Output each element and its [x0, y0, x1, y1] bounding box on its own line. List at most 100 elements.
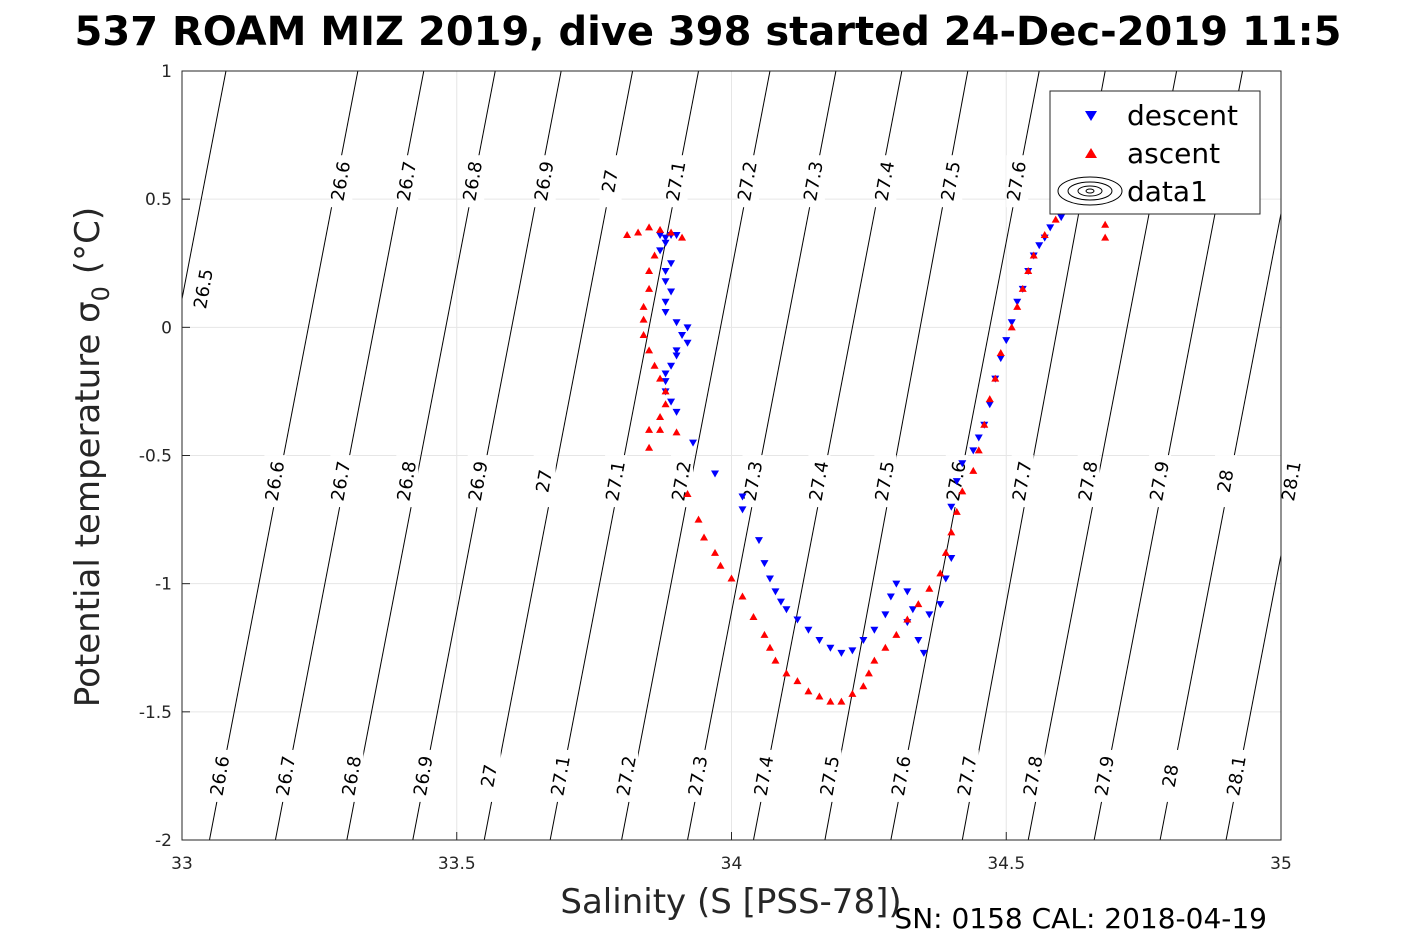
descent-point: [661, 234, 670, 242]
contour-label-bg: [742, 455, 765, 508]
descent-point: [793, 616, 802, 624]
ascent-point: [656, 425, 665, 433]
contour-label-28: 28: [1214, 468, 1239, 494]
ascent-point: [815, 692, 824, 700]
descent-point: [672, 408, 681, 416]
ascent-point: [826, 697, 835, 705]
data-points: [623, 190, 1110, 705]
contour-label-bg: [330, 455, 353, 508]
contour-label-bg: [890, 749, 913, 802]
ascent-point: [969, 466, 978, 474]
descent-point: [974, 434, 983, 442]
contour-label-bg: [341, 749, 364, 802]
descent-point: [815, 637, 824, 645]
ascent-point: [985, 395, 994, 403]
contour-label-bg: [874, 455, 897, 508]
ascent-point: [837, 697, 846, 705]
contour-label-bg: [1011, 455, 1034, 508]
ascent-point: [683, 489, 692, 497]
contour-label-bg: [533, 155, 556, 208]
descent-point: [941, 575, 950, 583]
ascent-point: [645, 443, 654, 451]
ascent-point: [639, 315, 648, 323]
contour-label-bg: [550, 749, 573, 802]
density-contours: 26.526.626.626.626.726.726.726.826.826.8…: [181, 70, 1306, 841]
ascent-point: [947, 528, 956, 536]
descent-point: [661, 370, 670, 378]
descent-point: [661, 308, 670, 316]
contour-label-28: 28: [1159, 763, 1184, 789]
footer-serial-cal: SN: 0158 CAL: 2018-04-19: [894, 902, 1267, 935]
descent-point: [925, 611, 934, 619]
descent-point: [782, 606, 791, 614]
ascent-point: [700, 533, 709, 541]
ascent-point: [941, 548, 950, 556]
contour-label-bg: [396, 455, 419, 508]
contour-label-bg: [605, 455, 628, 508]
contour-label-bg: [687, 749, 710, 802]
descent-point: [760, 560, 769, 568]
descent-point: [1002, 337, 1011, 345]
contour-line-26-5: [181, 70, 227, 299]
descent-point: [969, 447, 978, 455]
contour-label-bg: [1149, 455, 1172, 508]
descent-point: [661, 267, 670, 275]
descent-point: [672, 232, 681, 240]
ascent-point: [639, 331, 648, 339]
ascent-point: [760, 630, 769, 638]
y-tick-label: -1: [155, 575, 172, 595]
contour-label-bg: [874, 155, 897, 208]
contour-label-bg: [412, 749, 435, 802]
ascent-point: [782, 669, 791, 677]
descent-point: [683, 324, 692, 332]
ascent-point: [694, 515, 703, 523]
ascent-point: [870, 656, 879, 664]
y-tick-label: 0.5: [145, 190, 172, 210]
contour-label-bg: [808, 455, 831, 508]
ascent-point: [804, 687, 813, 695]
descent-point: [804, 626, 813, 634]
descent-point: [996, 355, 1005, 363]
contour-label-bg: [753, 749, 776, 802]
ascent-point: [650, 361, 659, 369]
y-axis-label-main: Potential temperature σ: [68, 301, 108, 707]
ascent-point: [645, 284, 654, 292]
descent-point: [1046, 224, 1055, 232]
ascent-point: [1101, 220, 1110, 228]
legend-marker-data1: [1057, 176, 1123, 206]
descent-point: [919, 649, 928, 657]
ascent-point: [892, 630, 901, 638]
contour-label-bg: [819, 749, 842, 802]
ascent-point: [980, 420, 989, 428]
ascent-point: [634, 228, 643, 236]
descent-point: [765, 575, 774, 583]
ascent-point: [958, 487, 967, 495]
ascent-point: [650, 251, 659, 259]
legend-marker-descent: [1085, 111, 1097, 121]
legend: descent ascent data1: [1049, 90, 1261, 215]
descent-point: [886, 593, 895, 601]
descent-point: [1035, 242, 1044, 250]
ascent-point: [903, 615, 912, 623]
descent-point: [672, 347, 681, 355]
descent-point: [656, 247, 665, 255]
ascent-point: [996, 348, 1005, 356]
contour-label-bg: [1160, 749, 1183, 802]
ascent-point: [678, 233, 687, 241]
contour-label-bg: [802, 155, 825, 208]
descent-point: [826, 644, 835, 652]
contour-label-bg: [1280, 455, 1303, 508]
ascent-point: [952, 507, 961, 515]
ascent-point: [738, 592, 747, 600]
contour-line-28: [1159, 213, 1282, 841]
ascent-point: [661, 400, 670, 408]
contour-label-bg: [665, 155, 688, 208]
ascent-point: [645, 425, 654, 433]
ascent-point: [864, 669, 873, 677]
ascent-point: [716, 561, 725, 569]
ascent-point: [1013, 302, 1022, 310]
x-tick-label: 33: [171, 854, 193, 874]
descent-point: [859, 637, 868, 645]
ascent-point: [1029, 251, 1038, 259]
